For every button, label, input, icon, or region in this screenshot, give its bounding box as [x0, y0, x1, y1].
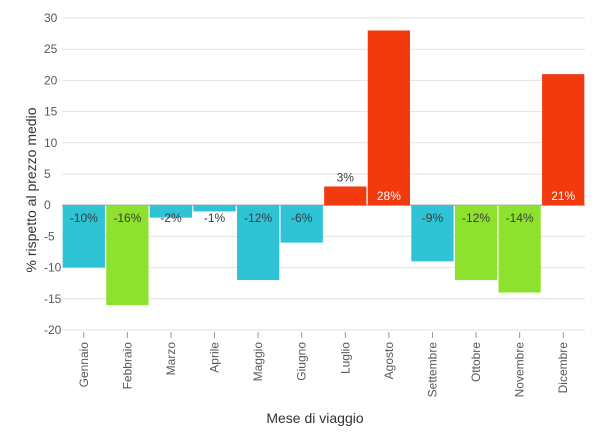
x-tick-label: Agosto [382, 342, 396, 380]
data-labels: -10% -16% -2% -1% -12% -6% 3% 28% -9% -12% -14% 21% [70, 170, 576, 225]
bar-maggio [236, 205, 280, 281]
x-axis-ticks: Gennaio Febbraio Marzo Aprile Maggio Giugno Lu… [77, 332, 570, 397]
bars [62, 30, 585, 306]
x-tick-label: Maggio [251, 342, 265, 382]
x-tick-label: Giugno [295, 342, 309, 381]
data-label: -16% [113, 211, 141, 225]
bar-marzo [149, 205, 193, 218]
y-tick-label: 20 [44, 73, 58, 87]
data-label: 3% [337, 170, 355, 184]
bar-ottobre [454, 205, 498, 281]
data-label: -10% [70, 211, 98, 225]
bar-aprile [193, 205, 236, 212]
data-label: -2% [160, 211, 182, 225]
data-label: 28% [377, 189, 401, 203]
bar-luglio [324, 186, 367, 206]
data-label: -6% [291, 211, 313, 225]
bar-novembre [498, 205, 541, 293]
y-tick-label: 15 [44, 105, 58, 119]
x-tick-label: Febbraio [120, 342, 134, 390]
y-axis-ticks: 30 25 20 15 10 5 0 -5 -10 -15 -20 [44, 11, 62, 337]
x-tick-label: Novembre [513, 342, 527, 398]
y-axis-label: % rispetto al prezzo medio [23, 107, 39, 272]
bar-agosto [367, 30, 411, 206]
x-tick-label: Aprile [208, 342, 222, 373]
x-tick-label: Marzo [164, 342, 178, 376]
x-tick-label: Settembre [425, 342, 439, 398]
bar-dicembre [542, 74, 585, 206]
y-tick-label: 10 [44, 136, 58, 150]
data-label: -9% [422, 211, 444, 225]
y-tick-label: 0 [44, 198, 51, 212]
bar-settembre [411, 205, 454, 262]
y-tick-label: -15 [44, 292, 62, 306]
y-tick-label: -5 [44, 229, 55, 243]
y-tick-label: -20 [44, 323, 62, 337]
y-tick-label: -10 [44, 261, 62, 275]
data-label: 21% [551, 189, 575, 203]
x-tick-label: Dicembre [556, 342, 570, 394]
x-axis-label: Mese di viaggio [266, 410, 363, 426]
data-label: -1% [204, 211, 226, 225]
x-tick-label: Luglio [338, 342, 352, 374]
bar-gennaio [62, 205, 105, 268]
bar-giugno [280, 205, 323, 243]
y-tick-label: 25 [44, 42, 58, 56]
y-tick-label: 5 [44, 167, 51, 181]
data-label: -12% [244, 211, 272, 225]
bar-febbraio [106, 205, 149, 306]
x-tick-label: Ottobre [469, 342, 483, 382]
data-label: -12% [462, 211, 490, 225]
x-tick-label: Gennaio [77, 342, 91, 388]
gridlines [62, 17, 585, 331]
data-label: -14% [506, 211, 534, 225]
y-tick-label: 30 [44, 11, 58, 25]
